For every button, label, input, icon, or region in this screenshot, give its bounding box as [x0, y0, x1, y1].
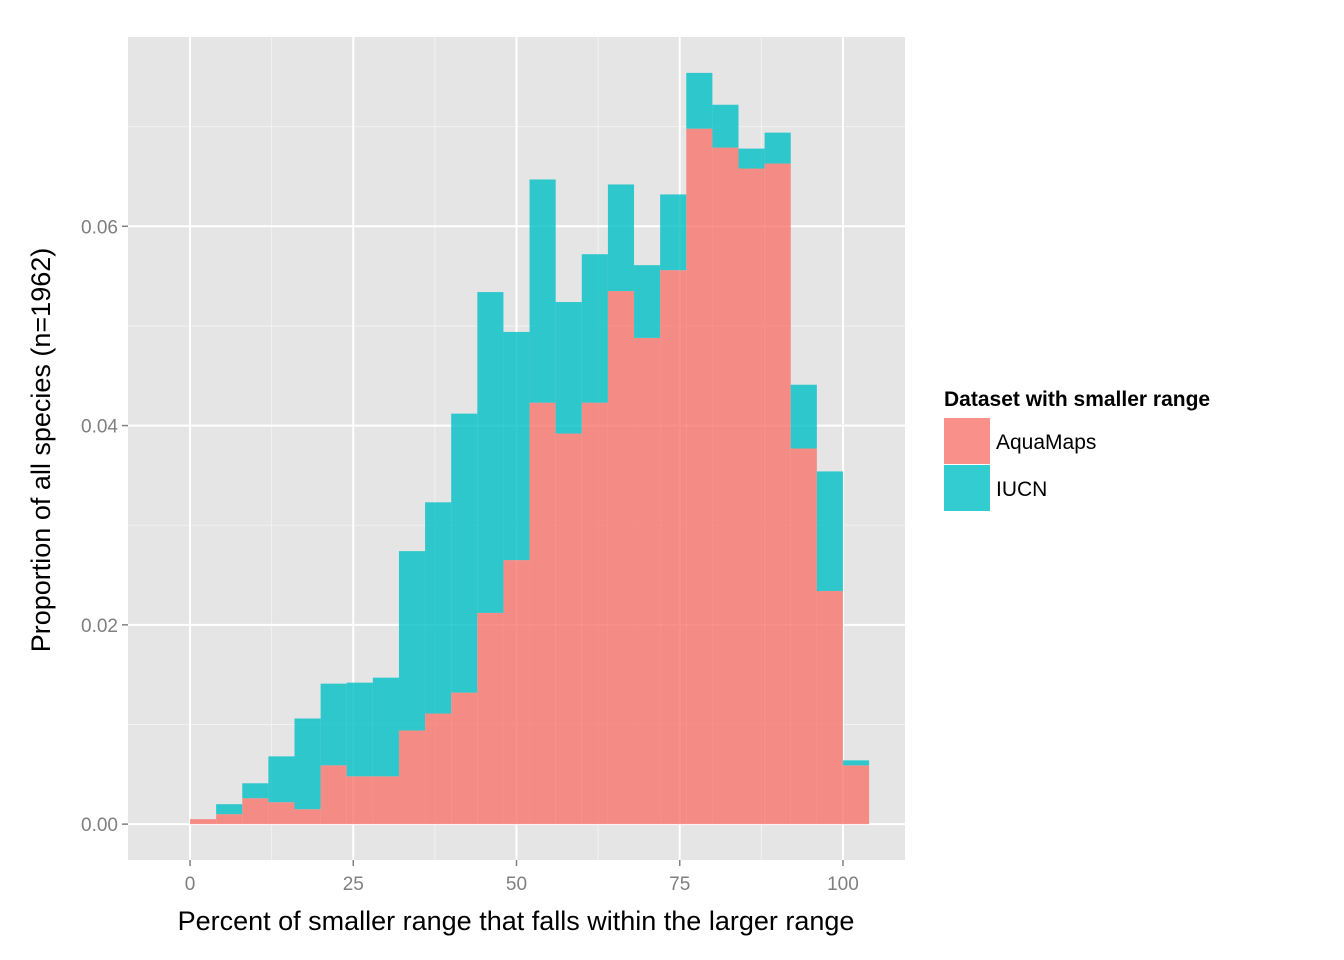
x-tick-label-0: 0: [185, 874, 196, 895]
bar-aquamaps-22: [764, 163, 791, 825]
y-axis-title: Proportion of all species (n=1962): [26, 248, 56, 653]
legend-title: Dataset with smaller range: [944, 388, 1210, 411]
bar-aquamaps-21: [738, 168, 765, 825]
y-axis-ticks: 0.00 0.02 0.04 0.06: [81, 217, 128, 836]
y-tick-label-1: 0.02: [81, 616, 118, 637]
bar-aquamaps-23: [790, 448, 817, 825]
bar-aquamaps-1: [216, 814, 243, 825]
x-axis-title: Percent of smaller range that falls with…: [178, 906, 855, 936]
bar-aquamaps-13: [529, 402, 556, 825]
bar-iucn-20: [712, 104, 739, 148]
bar-iucn-3: [268, 756, 295, 803]
bar-iucn-18: [660, 194, 687, 271]
x-tick-label-1: 25: [343, 874, 364, 895]
y-tick-label-2: 0.04: [81, 417, 118, 438]
bar-iucn-9: [425, 502, 452, 714]
bar-aquamaps-20: [712, 147, 739, 825]
bar-iucn-5: [320, 683, 347, 766]
bar-aquamaps-2: [242, 798, 269, 825]
bar-aquamaps-6: [346, 776, 373, 825]
bar-aquamaps-8: [398, 730, 426, 825]
bar-aquamaps-15: [581, 402, 608, 825]
y-tick-label-3: 0.06: [81, 217, 118, 238]
bar-aquamaps-11: [477, 612, 504, 825]
bar-iucn-12: [503, 331, 530, 561]
bar-iucn-24: [816, 471, 843, 591]
legend-key-aquamaps: [944, 418, 990, 464]
bar-aquamaps-4: [294, 809, 321, 825]
bar-iucn-8: [398, 551, 426, 731]
bar-iucn-4: [294, 718, 321, 810]
legend: Dataset with smaller range AquaMaps IUCN: [944, 388, 1210, 511]
bar-aquamaps-9: [425, 713, 452, 825]
bar-iucn-19: [686, 72, 713, 129]
bar-iucn-1: [216, 804, 243, 815]
bar-iucn-10: [451, 413, 478, 693]
bar-aquamaps-14: [555, 433, 582, 825]
bar-iucn-17: [634, 265, 661, 338]
legend-key-iucn: [944, 465, 990, 511]
bar-iucn-21: [738, 148, 765, 169]
bar-aquamaps-10: [451, 692, 478, 825]
bar-iucn-15: [581, 254, 608, 403]
bar-iucn-7: [372, 677, 399, 777]
bar-aquamaps-19: [686, 128, 713, 825]
bar-aquamaps-7: [372, 776, 399, 825]
bar-aquamaps-12: [503, 560, 530, 825]
bar-aquamaps-25: [842, 765, 870, 825]
bar-iucn-23: [790, 384, 817, 449]
x-tick-label-2: 50: [506, 874, 527, 895]
histogram-bars: [190, 72, 870, 825]
bar-iucn-6: [346, 682, 373, 777]
x-axis-ticks: 0 25 50 75 100: [185, 860, 859, 895]
bar-aquamaps-17: [634, 337, 661, 825]
x-tick-label-4: 100: [827, 874, 859, 895]
bar-aquamaps-3: [268, 802, 295, 825]
bar-iucn-14: [555, 302, 582, 434]
x-tick-label-3: 75: [669, 874, 690, 895]
bar-iucn-16: [607, 184, 635, 292]
bar-aquamaps-16: [607, 291, 635, 825]
bar-iucn-13: [529, 179, 556, 403]
y-tick-label-0: 0.00: [81, 815, 118, 836]
bar-aquamaps-18: [660, 270, 687, 825]
bar-iucn-2: [242, 783, 269, 799]
bar-aquamaps-24: [816, 590, 843, 825]
bar-aquamaps-0: [190, 819, 217, 825]
legend-label-aquamaps: AquaMaps: [996, 431, 1096, 454]
bar-iucn-25: [842, 760, 870, 766]
legend-label-iucn: IUCN: [996, 478, 1047, 501]
bar-aquamaps-5: [320, 765, 347, 825]
bar-iucn-22: [764, 132, 791, 164]
bar-iucn-11: [477, 292, 504, 613]
